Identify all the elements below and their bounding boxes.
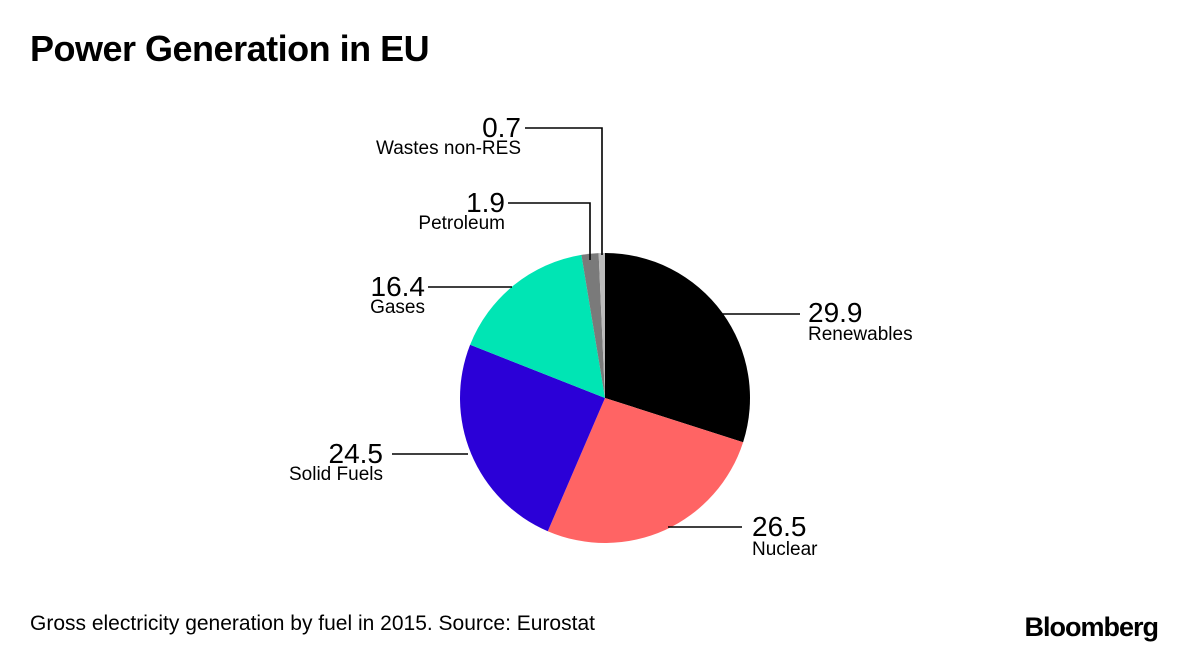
category-label-wastes-non-res: Wastes non-RES (376, 138, 521, 159)
value-label-wastes-non-res: 0.7 (482, 112, 521, 143)
slice-solid-fuels (460, 344, 605, 532)
slice-nuclear (547, 398, 744, 543)
value-label-solid-fuels: 24.5 (329, 438, 384, 469)
category-label-petroleum: Petroleum (418, 213, 505, 234)
chart-title: Power Generation in EU (30, 28, 430, 69)
source-note: Gross electricity generation by fuel in … (30, 612, 595, 635)
slice-wastes-non-res (598, 253, 605, 398)
slice-renewables (605, 253, 750, 443)
bloomberg-logo: Bloomberg (1024, 612, 1159, 642)
slice-gases (470, 254, 605, 398)
value-label-gases: 16.4 (371, 271, 426, 302)
leader-line-wastes-non-res (525, 127, 603, 255)
leader-line-petroleum (508, 202, 591, 260)
slice-petroleum (581, 253, 605, 398)
pie-slices (460, 253, 750, 543)
category-label-nuclear: Nuclear (752, 539, 818, 560)
category-label-gases: Gases (370, 297, 425, 318)
value-label-renewables: 29.9 (808, 297, 863, 328)
category-label-solid-fuels: Solid Fuels (289, 464, 383, 485)
value-label-nuclear: 26.5 (752, 511, 807, 542)
value-label-petroleum: 1.9 (466, 187, 505, 218)
category-label-renewables: Renewables (808, 324, 913, 345)
